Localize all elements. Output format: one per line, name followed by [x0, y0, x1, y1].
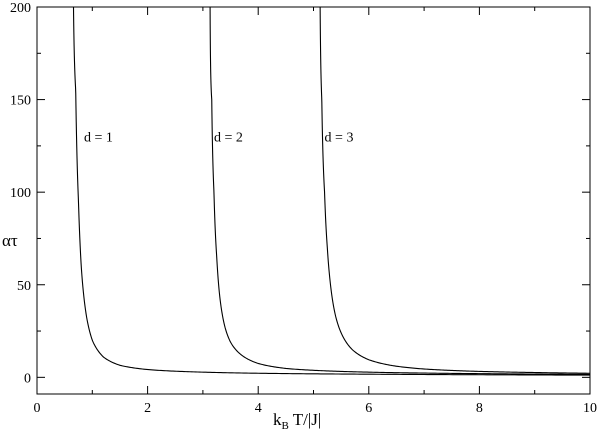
- y-axis-label: ατ: [2, 231, 18, 250]
- annotations: d = 1 d = 2 d = 3: [84, 131, 353, 146]
- y-tick-label: 0: [24, 371, 31, 386]
- annotation-d3: d = 3: [325, 131, 354, 146]
- annotation-d2: d = 2: [214, 131, 243, 146]
- x-tick-label: 0: [34, 401, 41, 416]
- x-axis-label: kB T/|J|: [273, 410, 321, 432]
- curves: [72, 7, 591, 376]
- series-line-d1: [72, 7, 591, 376]
- x-axis-label-rest: T/|J|: [289, 410, 321, 429]
- x-tick-label: 10: [583, 401, 597, 416]
- x-tick-label: 6: [365, 401, 372, 416]
- plot-frame: [36, 6, 591, 395]
- x-tick-label: 4: [255, 401, 262, 416]
- y-tick-label: 50: [17, 279, 31, 294]
- ticks: [36, 6, 591, 394]
- x-tick-label: 8: [476, 401, 483, 416]
- annotation-d1: d = 1: [84, 131, 113, 146]
- x-axis-label-k: k: [273, 410, 282, 429]
- x-axis-label-sub: B: [282, 420, 289, 432]
- y-tick-label: 100: [10, 186, 31, 201]
- series-line-d3: [319, 7, 591, 374]
- x-tick-label: 2: [144, 401, 151, 416]
- y-tick-label: 200: [10, 1, 31, 16]
- y-tick-label: 150: [10, 94, 31, 109]
- series-line-d2: [209, 7, 591, 375]
